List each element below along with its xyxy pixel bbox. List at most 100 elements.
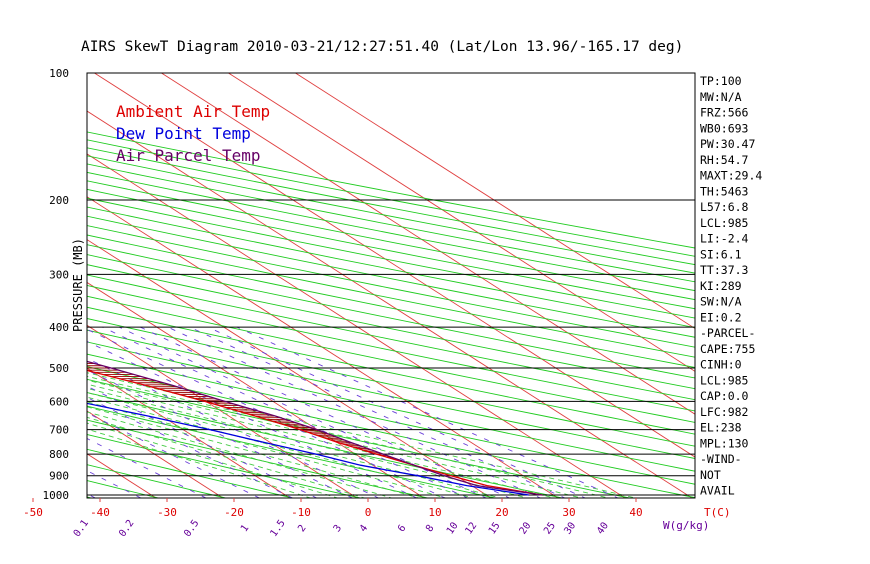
isotherm-line <box>87 153 626 498</box>
dry-adiabat-line <box>87 234 695 358</box>
stat-line: CAP:0.0 <box>700 389 749 403</box>
stat-line: TH:5463 <box>700 184 749 198</box>
dry-adiabat-line <box>87 163 695 283</box>
moist-adiabat-line <box>87 396 475 498</box>
mixing-ratio-label: 0.5 <box>182 518 201 539</box>
stat-line: -PARCEL- <box>700 326 755 340</box>
isotherm-line <box>160 73 695 415</box>
dry-adiabat-line <box>87 215 695 338</box>
legend-entry: Dew Point Temp <box>116 124 251 143</box>
stat-line: FRZ:566 <box>700 106 749 120</box>
dry-adiabat-line <box>87 244 695 368</box>
mixing-ratio-label: 30 <box>562 520 578 536</box>
mixing-ratio-label: 25 <box>542 520 558 536</box>
bottom-temp-label: -10 <box>291 506 311 519</box>
mixing-ratio-label: 12 <box>463 520 479 536</box>
bottom-temp-label: -50 <box>23 506 43 519</box>
stat-line: PW:30.47 <box>700 137 755 151</box>
legend-entry: Ambient Air Temp <box>116 102 270 121</box>
moist-adiabat-line <box>87 392 502 498</box>
mixing-ratio-line <box>87 396 294 498</box>
bottom-temp-label: 20 <box>495 506 508 519</box>
mixing-ratio-line <box>119 326 488 498</box>
moist-adiabat-line <box>87 379 583 498</box>
dry-adiabat-line <box>87 353 695 485</box>
stat-line: WB0:693 <box>700 121 749 135</box>
stat-line: -WIND- <box>700 452 742 466</box>
mixing-ratio-label: 10 <box>445 520 461 536</box>
stat-line: L57:6.8 <box>700 200 749 214</box>
dry-adiabat-line <box>87 284 695 412</box>
mixing-ratio-line <box>87 328 446 498</box>
stat-line: AVAIL <box>700 484 735 498</box>
legend: Ambient Air Temp Dew Point Temp Air Parcel… <box>116 102 270 165</box>
plot-border <box>86 72 696 499</box>
isotherm-line <box>87 196 559 498</box>
isotherm-line <box>0 63 33 505</box>
stat-line: NOT <box>700 468 721 482</box>
stat-line: EL:238 <box>700 421 742 435</box>
moist-adiabat-line <box>87 416 367 498</box>
dry-adiabat-line <box>87 306 695 435</box>
pressure-tick-label: 200 <box>49 194 69 207</box>
y-axis-label: PRESSURE (MB) <box>71 238 85 332</box>
mixing-ratio-line <box>87 470 142 498</box>
dry-adiabat-line <box>87 155 695 274</box>
mixing-ratio-label: 0.1 <box>72 518 91 539</box>
bottom-temp-label: 0 <box>365 506 372 519</box>
mixing-ratio-unit-label: W(g/kg) <box>663 519 709 532</box>
chart-title: AIRS SkewT Diagram 2010-03-21/12:27:51.4… <box>81 39 683 55</box>
dry-adiabat-line <box>87 274 695 401</box>
dry-adiabat-line <box>87 318 695 447</box>
isotherm-line <box>87 324 358 498</box>
dry-adiabat-line <box>87 378 632 498</box>
mixing-ratio-label: 8 <box>424 523 436 534</box>
stat-line: TP:100 <box>700 74 742 88</box>
mixing-ratio-label: 6 <box>396 523 408 534</box>
stat-line: LI:-2.4 <box>700 232 749 246</box>
plot-frame <box>86 72 696 499</box>
dry-adiabat-line <box>87 295 695 423</box>
isotherm-line <box>294 73 695 330</box>
mixing-ratio-line <box>87 369 354 498</box>
dry-adiabat-line <box>87 405 498 498</box>
dry-adiabat-line <box>87 225 695 348</box>
moist-adiabat-line <box>87 387 529 498</box>
stat-line: MAXT:29.4 <box>700 169 762 183</box>
stat-line: LCL:985 <box>700 216 748 230</box>
dry-adiabat-line <box>87 329 695 459</box>
isotherm-line <box>87 239 492 498</box>
pressure-tick-label: 900 <box>49 470 69 483</box>
pressure-tick-label: 1000 <box>43 489 70 502</box>
pressure-tick-label: 100 <box>49 67 69 80</box>
pressure-tick-label: 300 <box>49 268 69 281</box>
dry-adiabat-line <box>87 171 695 292</box>
moist-adiabat-line <box>87 383 556 498</box>
dry-adiabat-line <box>87 139 695 257</box>
dry-adiabat-line <box>87 464 228 498</box>
dry-adiabat-line <box>87 434 363 498</box>
stat-line: CAPE:755 <box>700 342 755 356</box>
dry-adiabat-line <box>87 180 695 301</box>
dry-adiabat-line <box>0 73 47 504</box>
dry-adiabat-line <box>87 341 695 472</box>
stat-line: CINH:0 <box>700 358 742 372</box>
stat-line: MPL:130 <box>700 436 749 450</box>
bottom-temp-label: 40 <box>629 506 642 519</box>
stat-line: MW:N/A <box>700 90 742 104</box>
legend-entry: Air Parcel Temp <box>116 146 261 165</box>
mixing-ratio-label: 15 <box>487 520 503 536</box>
pressure-tick-label: 800 <box>49 448 69 461</box>
mixing-ratio-line <box>87 412 261 498</box>
mixing-ratio-label: 0.2 <box>117 518 136 539</box>
moist-adiabat-line <box>87 375 610 498</box>
dry-adiabat-line <box>87 131 695 249</box>
dry-adiabat-line <box>87 448 295 498</box>
mixing-ratio-line <box>102 326 469 498</box>
dry-adiabat-line <box>87 147 695 266</box>
stat-line: LFC:982 <box>700 405 748 419</box>
stat-line: LCL:985 <box>700 373 748 387</box>
